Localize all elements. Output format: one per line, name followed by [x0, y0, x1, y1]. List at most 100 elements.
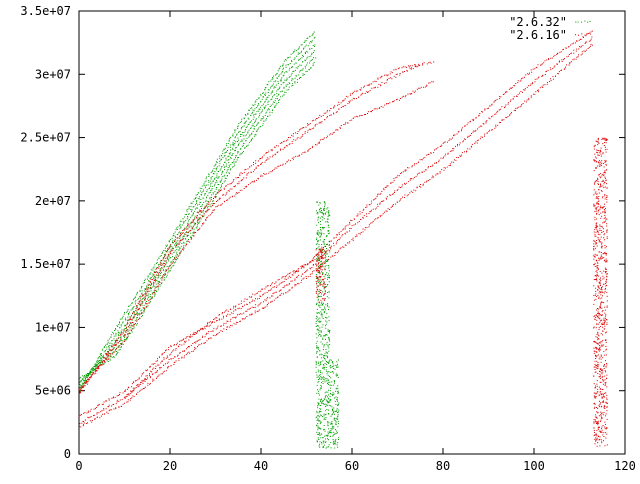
data-point — [194, 223, 195, 224]
data-point — [411, 191, 412, 192]
data-point — [166, 262, 167, 263]
data-point — [220, 187, 221, 188]
data-point — [604, 245, 605, 246]
data-point — [570, 45, 571, 46]
data-point — [88, 417, 89, 418]
data-point — [242, 152, 243, 153]
data-point — [230, 164, 231, 165]
data-point — [328, 347, 329, 348]
data-point — [148, 277, 149, 278]
data-point — [129, 395, 130, 396]
data-point — [208, 176, 209, 177]
data-point — [465, 125, 466, 126]
data-point — [413, 68, 414, 69]
data-point — [329, 241, 330, 242]
data-point — [500, 109, 501, 110]
data-point — [92, 372, 93, 373]
data-point — [305, 271, 306, 272]
data-point — [293, 275, 294, 276]
data-point — [531, 69, 532, 70]
data-point — [262, 308, 263, 309]
data-point — [150, 377, 151, 378]
data-point — [265, 287, 266, 288]
data-point — [213, 200, 214, 201]
data-point — [406, 183, 407, 184]
data-point — [558, 73, 559, 74]
data-point — [247, 138, 248, 139]
data-point — [603, 172, 604, 173]
data-point — [213, 330, 214, 331]
data-point — [229, 141, 230, 142]
data-point — [118, 347, 119, 348]
data-point — [324, 218, 325, 219]
data-point — [270, 81, 271, 82]
data-point — [287, 57, 288, 58]
data-point — [168, 269, 169, 270]
data-point — [188, 239, 189, 240]
data-point — [145, 298, 146, 299]
data-point — [510, 101, 511, 102]
data-point — [468, 122, 469, 123]
data-point — [83, 387, 84, 388]
data-point — [307, 151, 308, 152]
data-point — [222, 151, 223, 152]
data-point — [308, 150, 309, 151]
data-point — [386, 198, 387, 199]
data-point — [505, 106, 506, 107]
data-point — [495, 126, 496, 127]
data-point — [318, 282, 319, 283]
data-point — [97, 362, 98, 363]
data-point — [169, 265, 170, 266]
data-point — [230, 145, 231, 146]
data-point — [285, 163, 286, 164]
data-point — [139, 314, 140, 315]
data-point — [286, 285, 287, 286]
data-point — [269, 89, 270, 90]
data-point — [150, 296, 151, 297]
data-point — [98, 361, 99, 362]
data-point — [247, 304, 248, 305]
data-point — [80, 382, 81, 383]
data-point — [338, 403, 339, 404]
data-point — [106, 349, 107, 350]
data-point — [321, 264, 322, 265]
data-point — [187, 235, 188, 236]
data-point — [202, 204, 203, 205]
data-point — [318, 393, 319, 394]
data-point — [321, 116, 322, 117]
data-point — [236, 192, 237, 193]
data-point — [320, 411, 321, 412]
data-point — [247, 113, 248, 114]
data-point — [197, 208, 198, 209]
data-point — [183, 247, 184, 248]
data-point — [174, 258, 175, 259]
data-point — [324, 113, 325, 114]
data-point — [329, 115, 330, 116]
data-point — [461, 130, 462, 131]
data-point — [158, 258, 159, 259]
data-point — [386, 82, 387, 83]
data-point — [404, 195, 405, 196]
data-point — [246, 121, 247, 122]
data-point — [591, 39, 592, 40]
data-point — [349, 243, 350, 244]
data-point — [251, 113, 252, 114]
data-point — [322, 139, 323, 140]
data-point — [162, 280, 163, 281]
data-point — [194, 231, 195, 232]
data-point — [266, 160, 267, 161]
data-point — [267, 116, 268, 117]
data-point — [177, 234, 178, 235]
data-point — [225, 180, 226, 181]
data-point — [597, 334, 598, 335]
data-point — [268, 81, 269, 82]
data-point — [386, 74, 387, 75]
data-point — [267, 292, 268, 293]
data-point — [582, 45, 583, 46]
data-point — [327, 322, 328, 323]
data-point — [114, 343, 115, 344]
data-point — [205, 220, 206, 221]
data-point — [369, 226, 370, 227]
data-point — [369, 224, 370, 225]
data-point — [174, 241, 175, 242]
